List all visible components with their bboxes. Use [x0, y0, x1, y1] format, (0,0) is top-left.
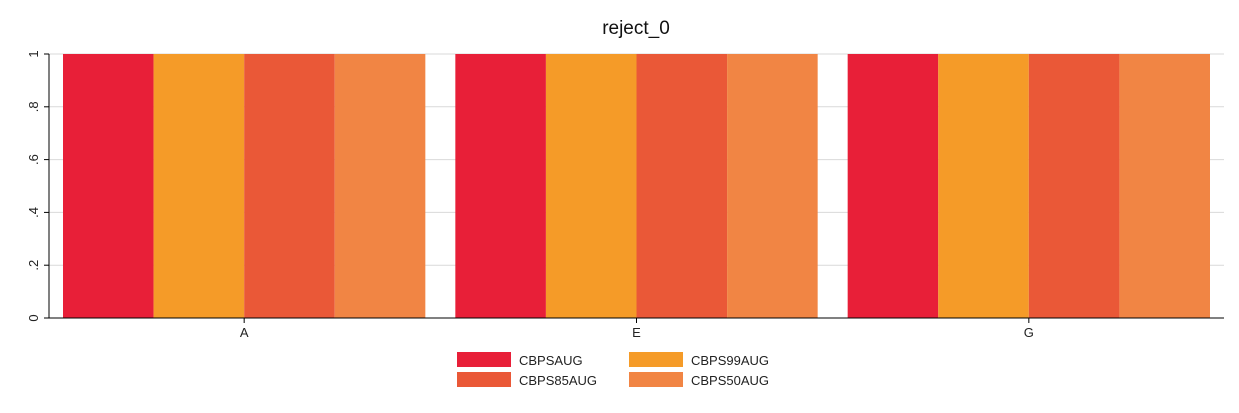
bar-A-CBPS85AUG: [244, 54, 335, 318]
bar-A-CBPS99AUG: [153, 54, 245, 318]
bar-A-CBPS50AUG: [334, 54, 426, 318]
y-tick-label: 0: [26, 314, 41, 321]
legend-label: CBPS85AUG: [519, 373, 597, 388]
bar-G-CBPS99AUG: [938, 54, 1029, 318]
bar-E-CBPS85AUG: [636, 54, 728, 318]
legend-label: CBPSAUG: [519, 353, 583, 368]
bar-E-CBPS50AUG: [727, 54, 818, 318]
x-tick-label: A: [240, 325, 249, 340]
bars: [63, 54, 1210, 318]
legend-swatch: [457, 372, 511, 387]
bar-A-CBPSAUG: [63, 54, 154, 318]
y-tick-label: .2: [26, 260, 41, 271]
legend: CBPSAUG CBPS99AUG CBPS85AUG CBPS50AUG: [457, 352, 769, 388]
x-tick-label: E: [632, 325, 641, 340]
y-tick-label: .8: [26, 101, 41, 112]
bar-E-CBPSAUG: [455, 54, 546, 318]
legend-swatch: [457, 352, 511, 367]
legend-label: CBPS50AUG: [691, 373, 769, 388]
legend-swatch: [629, 372, 683, 387]
legend-label: CBPS99AUG: [691, 353, 769, 368]
y-tick-label: .4: [26, 207, 41, 218]
y-tick-label: 1: [26, 50, 41, 57]
chart-title: reject_0: [602, 18, 670, 39]
bar-E-CBPS99AUG: [545, 54, 637, 318]
bar-G-CBPS85AUG: [1028, 54, 1120, 318]
bar-G-CBPSAUG: [847, 54, 939, 318]
x-tick-label: G: [1024, 325, 1034, 340]
axes: 0 .2 .4 .6 .8 1 A E G: [26, 50, 1224, 340]
y-tick-label: .6: [26, 154, 41, 165]
bar-G-CBPS50AUG: [1119, 54, 1210, 318]
legend-swatch: [629, 352, 683, 367]
